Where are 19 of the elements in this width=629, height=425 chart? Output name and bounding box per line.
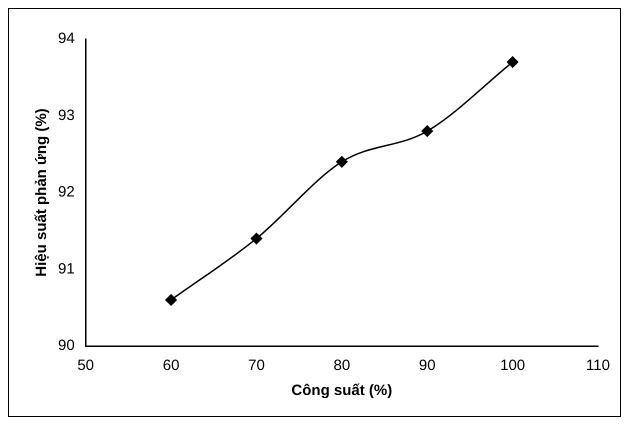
x-tick-label: 80 (334, 357, 350, 374)
x-tick-label: 100 (500, 357, 526, 374)
point (506, 56, 518, 68)
point (421, 125, 433, 137)
point (336, 156, 348, 168)
y-tick-label: 92 (58, 184, 75, 201)
y-tick-label: 93 (58, 106, 75, 124)
y-axis-title: Hiệu suất phản ứng (%) (33, 108, 50, 277)
y-tick-label: 94 (58, 30, 75, 48)
x-tick-label: 50 (77, 357, 94, 374)
x-tick-label: 90 (418, 357, 436, 374)
y-tick-label: 90 (58, 337, 75, 354)
x-tick-label: 110 (586, 357, 610, 374)
y-tick-label: 91 (58, 260, 75, 278)
x-tick-label: 70 (248, 357, 265, 374)
point (165, 294, 177, 306)
x-axis-title: Công suất (%) (291, 382, 392, 400)
point (250, 232, 262, 244)
x-tick-label: 60 (162, 357, 180, 374)
